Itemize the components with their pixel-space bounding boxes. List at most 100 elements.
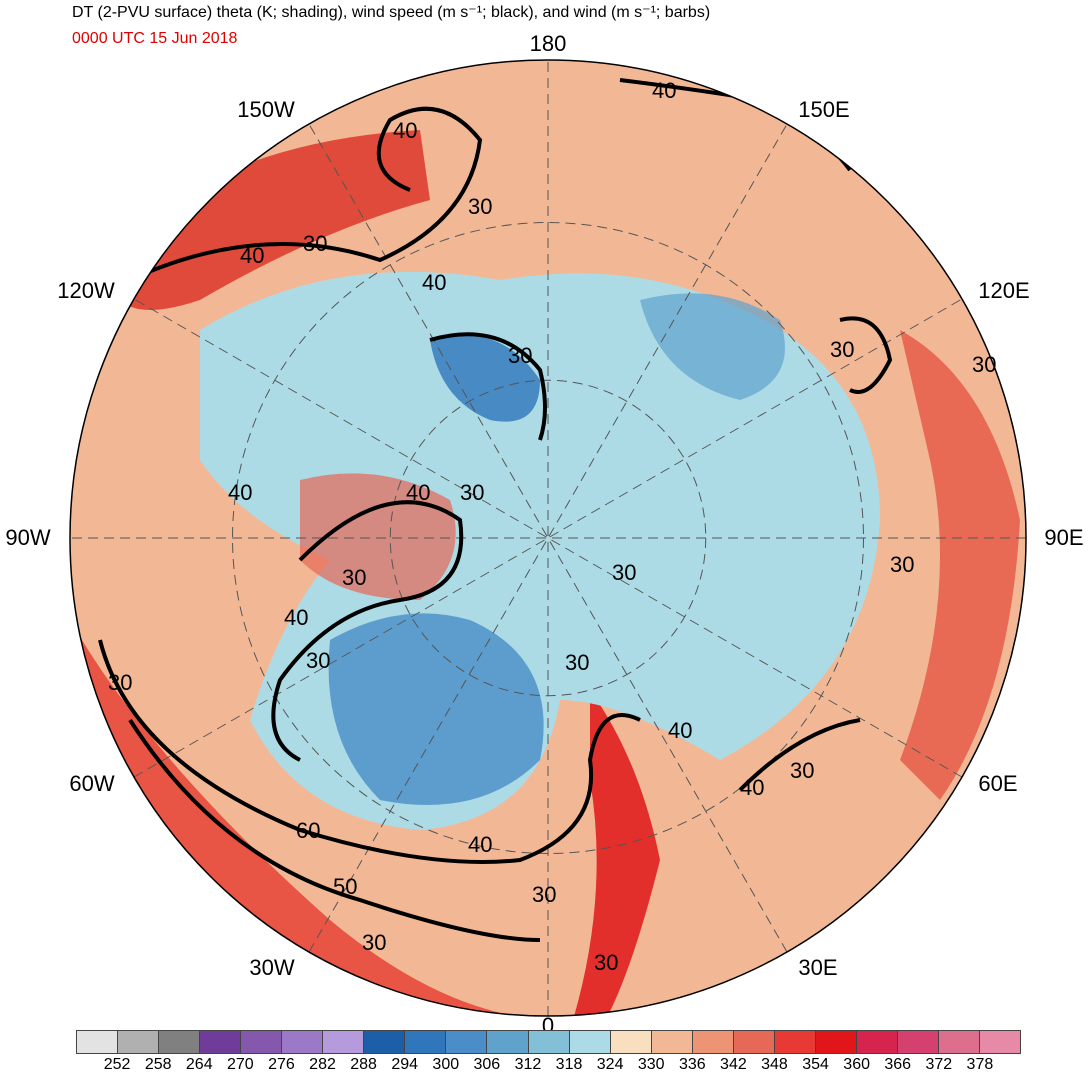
- contour-label: 60: [296, 818, 320, 843]
- colorbar-swatch: [405, 1031, 447, 1053]
- theta-cold-core-siberia: [640, 293, 785, 400]
- lon-label-60w: 60W: [69, 771, 115, 796]
- contour-label: 30: [972, 352, 996, 377]
- contour-label: 40: [422, 270, 446, 295]
- contour-label: 40: [284, 605, 308, 630]
- colorbar-swatch: [446, 1031, 488, 1053]
- colorbar-tick-label: 282: [309, 1056, 336, 1073]
- colorbar-tick-label: 288: [350, 1056, 377, 1073]
- theta-greenland-minimum: [328, 613, 544, 805]
- contour-label: 40: [740, 775, 764, 800]
- colorbar-swatch: [118, 1031, 160, 1053]
- jet-contour-europe: [738, 718, 861, 792]
- lon-label-60e: 60E: [978, 771, 1018, 796]
- colorbar-labels: 252 258 264 270 276 282 288 294 300 306 312 318 324 3…: [76, 1056, 1021, 1076]
- lon-label-30w: 30W: [249, 955, 295, 980]
- colorbar-swatch: [323, 1031, 365, 1053]
- theta-warm-region-pacific: [120, 130, 430, 310]
- contour-labels: 30 40 30 40 40 30 30 30 40 40 40 30 30 4…: [108, 78, 996, 975]
- colorbar-swatch: [651, 1031, 693, 1053]
- theta-warm-region-asia: [900, 330, 1020, 800]
- jet-contour-atlantic: [98, 639, 641, 864]
- lon-label-90e: 90E: [1044, 525, 1084, 550]
- colorbar-tick-label: 300: [432, 1056, 460, 1073]
- colorbar-tick-label: 276: [268, 1056, 295, 1073]
- colorbar-swatch: [528, 1031, 570, 1053]
- lon-label-150w: 150W: [237, 97, 295, 122]
- colorbar-tick-label: 348: [761, 1056, 788, 1073]
- contour-label: 40: [468, 832, 492, 857]
- contour-label: 40: [668, 718, 692, 743]
- lon-label-90w: 90W: [5, 525, 51, 550]
- colorbar-swatch: [692, 1031, 734, 1053]
- jet-contour-canada: [271, 500, 464, 762]
- chart-title: DT (2-PVU surface) theta (K; shading), w…: [72, 4, 711, 21]
- colorbar-tick-label: 354: [802, 1056, 829, 1073]
- colorbar-swatch: [897, 1031, 939, 1053]
- colorbar-swatch: [159, 1031, 201, 1053]
- contour-label: 30: [890, 552, 914, 577]
- colorbar-swatch: [610, 1031, 652, 1053]
- colorbar-swatch: [569, 1031, 611, 1053]
- map-disk: [70, 60, 1026, 1016]
- lon-label-30e: 30E: [798, 955, 838, 980]
- colorbar-swatch: [200, 1031, 242, 1053]
- wind-speed-contours: [98, 78, 893, 942]
- colorbar-swatch: [938, 1031, 981, 1053]
- colorbar-tick-label: 264: [185, 1056, 213, 1073]
- contour-label: 30: [612, 560, 636, 585]
- contour-label: 40: [652, 78, 676, 103]
- colorbar-swatch: [241, 1031, 283, 1053]
- contour-label: 30: [468, 194, 492, 219]
- colorbar-swatch: [487, 1031, 529, 1053]
- colorbar-tick-label: 270: [226, 1056, 254, 1073]
- colorbar-swatch: [774, 1031, 816, 1053]
- colorbar: [76, 1030, 1021, 1054]
- colorbar-tick-label: 372: [925, 1056, 953, 1073]
- contour-label: 30: [108, 670, 132, 695]
- contour-label: 40: [393, 118, 417, 143]
- lon-label-150e: 150E: [798, 97, 850, 122]
- colorbar-tick-label: 342: [720, 1056, 747, 1073]
- colorbar-tick-label: 324: [596, 1056, 624, 1073]
- colorbar-tick-label: 336: [678, 1056, 706, 1073]
- colorbar-tick-label: 318: [555, 1056, 583, 1073]
- valid-time: 0000 UTC 15 Jun 2018: [72, 30, 238, 47]
- colorbar-tick-label: 312: [514, 1056, 542, 1073]
- colorbar-tick-label: 330: [637, 1056, 665, 1073]
- contour-label: 30: [594, 950, 618, 975]
- colorbar-swatch: [282, 1031, 324, 1053]
- contour-label: 30: [303, 231, 327, 256]
- jet-contour-north: [429, 332, 547, 441]
- colorbar-tick-label: 360: [843, 1056, 870, 1073]
- jet-contour-atlantic-outer: [128, 718, 541, 942]
- contour-label: 30: [532, 882, 556, 907]
- latitude-circle: [232, 222, 864, 854]
- contour-label: 30: [565, 650, 589, 675]
- theta-cold-core-north: [430, 335, 540, 422]
- colorbar-swatch: [364, 1031, 406, 1053]
- graticule: [70, 60, 1026, 1016]
- map-border: [69, 59, 1027, 1017]
- contour-label: 30: [790, 758, 814, 783]
- contour-label: 40: [406, 480, 430, 505]
- jet-contour-siberia: [839, 316, 893, 394]
- colorbar-tick-label: 252: [103, 1056, 131, 1073]
- contour-label: 30: [508, 343, 532, 368]
- contour-label: 40: [240, 243, 264, 268]
- lon-label-120w: 120W: [57, 278, 115, 303]
- contour-label: 30: [306, 648, 330, 673]
- colorbar-swatch: [815, 1031, 857, 1053]
- colorbar-swatch: [856, 1031, 898, 1053]
- colorbar-tick-label: 306: [473, 1056, 501, 1073]
- contour-label: 30: [460, 480, 484, 505]
- contour-label: 30: [342, 565, 366, 590]
- colorbar-tick-label: 366: [884, 1056, 912, 1073]
- colorbar-tick-label: 378: [966, 1056, 994, 1073]
- colorbar-swatch: [77, 1031, 119, 1053]
- latitude-circle: [389, 379, 707, 697]
- contour-label: 30: [830, 337, 854, 362]
- theta-warm-ridge-canada: [300, 473, 456, 600]
- lon-label-180: 180: [529, 31, 567, 56]
